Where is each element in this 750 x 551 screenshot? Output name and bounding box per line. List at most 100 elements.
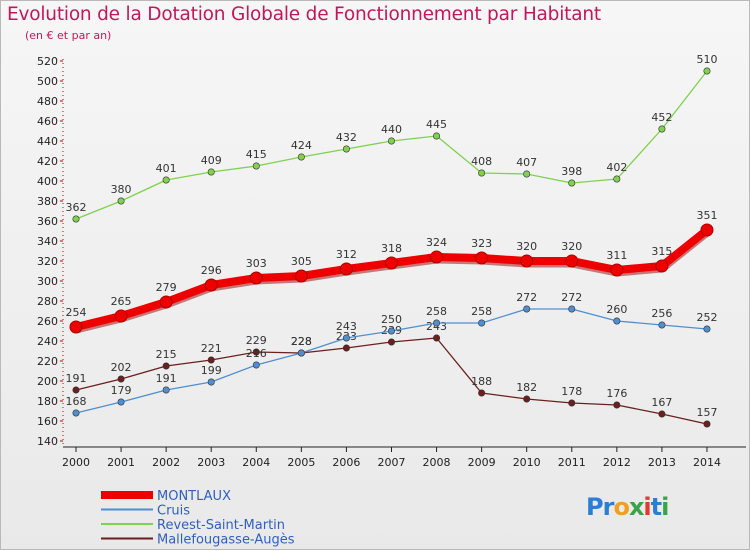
data-label-1: 179 (111, 384, 132, 397)
data-point-2 (72, 215, 80, 223)
data-point-3 (658, 410, 666, 418)
data-point-0 (159, 295, 173, 309)
x-tick-label: 2012 (603, 456, 631, 469)
data-label-2: 432 (336, 131, 357, 144)
y-tick-label: 140 (37, 435, 58, 448)
data-point-1 (523, 305, 531, 313)
data-label-3: 182 (516, 381, 537, 394)
x-tick-label: 2010 (513, 456, 541, 469)
data-point-0 (610, 263, 624, 277)
x-tick-label: 2003 (197, 456, 225, 469)
y-tick-label: 180 (37, 395, 58, 408)
data-label-2: 398 (561, 165, 582, 178)
data-label-0: 315 (651, 245, 672, 258)
x-tick-label: 2011 (558, 456, 586, 469)
data-point-2 (117, 197, 125, 205)
logo-letter: r (602, 493, 615, 521)
data-point-1 (568, 305, 576, 313)
data-point-0 (204, 278, 218, 292)
data-point-1 (162, 386, 170, 394)
x-tick-label: 2004 (242, 456, 270, 469)
data-label-2: 409 (201, 154, 222, 167)
data-label-2: 408 (471, 155, 492, 168)
y-tick-label: 360 (37, 215, 58, 228)
x-tick-label: 2007 (377, 456, 405, 469)
data-point-0 (249, 271, 263, 285)
data-point-0 (114, 309, 128, 323)
data-point-1 (387, 327, 395, 335)
data-point-1 (433, 319, 441, 327)
data-point-2 (297, 153, 305, 161)
data-label-1: 250 (381, 313, 402, 326)
x-tick-label: 2014 (693, 456, 721, 469)
data-label-1: 243 (336, 320, 357, 333)
data-label-2: 380 (111, 183, 132, 196)
data-point-0 (700, 223, 714, 237)
data-point-0 (339, 262, 353, 276)
data-label-0: 305 (291, 255, 312, 268)
data-label-1: 191 (156, 372, 177, 385)
data-label-3: 228 (291, 335, 312, 348)
data-point-3 (252, 348, 260, 356)
data-point-2 (162, 176, 170, 184)
data-point-2 (207, 168, 215, 176)
data-label-2: 424 (291, 139, 312, 152)
data-label-1: 256 (651, 307, 672, 320)
y-tick-label: 480 (37, 95, 58, 108)
data-point-1 (117, 398, 125, 406)
data-point-1 (252, 361, 260, 369)
data-point-2 (252, 162, 260, 170)
legend-label: Mallefougasse-Augès (157, 533, 295, 548)
y-tick-label: 380 (37, 195, 58, 208)
data-point-2 (658, 125, 666, 133)
data-label-0: 318 (381, 242, 402, 255)
x-tick-label: 2009 (468, 456, 496, 469)
data-point-0 (430, 250, 444, 264)
y-tick-label: 320 (37, 255, 58, 268)
data-point-3 (72, 386, 80, 394)
data-point-2 (478, 169, 486, 177)
y-tick-label: 440 (37, 135, 58, 148)
logo-letter: P (586, 493, 604, 521)
x-tick-label: 2001 (107, 456, 135, 469)
data-point-3 (433, 334, 441, 342)
data-label-3: 191 (66, 372, 87, 385)
data-point-2 (387, 137, 395, 145)
legend-label: Cruis (157, 504, 190, 519)
data-point-1 (703, 325, 711, 333)
data-point-0 (565, 254, 579, 268)
data-label-3: 188 (471, 375, 492, 388)
data-label-0: 323 (471, 237, 492, 250)
data-point-3 (342, 344, 350, 352)
data-label-2: 401 (156, 162, 177, 175)
y-tick-label: 500 (37, 75, 58, 88)
data-point-2 (703, 67, 711, 75)
x-tick-label: 2000 (62, 456, 90, 469)
x-tick-label: 2005 (287, 456, 315, 469)
data-label-3: 157 (696, 406, 717, 419)
data-point-0 (69, 320, 83, 334)
data-point-3 (523, 395, 531, 403)
data-point-0 (475, 251, 489, 265)
y-tick-label: 280 (37, 295, 58, 308)
data-point-3 (478, 389, 486, 397)
data-label-2: 440 (381, 123, 402, 136)
legend-label: MONTLAUX (157, 489, 231, 504)
data-label-3: 167 (651, 396, 672, 409)
data-label-3: 202 (111, 361, 132, 374)
data-point-0 (520, 254, 534, 268)
y-tick-label: 200 (37, 375, 58, 388)
data-point-3 (162, 362, 170, 370)
data-label-2: 362 (66, 201, 87, 214)
y-tick-label: 260 (37, 315, 58, 328)
data-label-0: 303 (246, 257, 267, 270)
data-label-1: 258 (471, 305, 492, 318)
data-label-0: 320 (516, 240, 537, 253)
x-tick-label: 2006 (332, 456, 360, 469)
data-point-3 (117, 375, 125, 383)
y-tick-label: 300 (37, 275, 58, 288)
x-tick-label: 2013 (648, 456, 676, 469)
data-point-1 (207, 378, 215, 386)
